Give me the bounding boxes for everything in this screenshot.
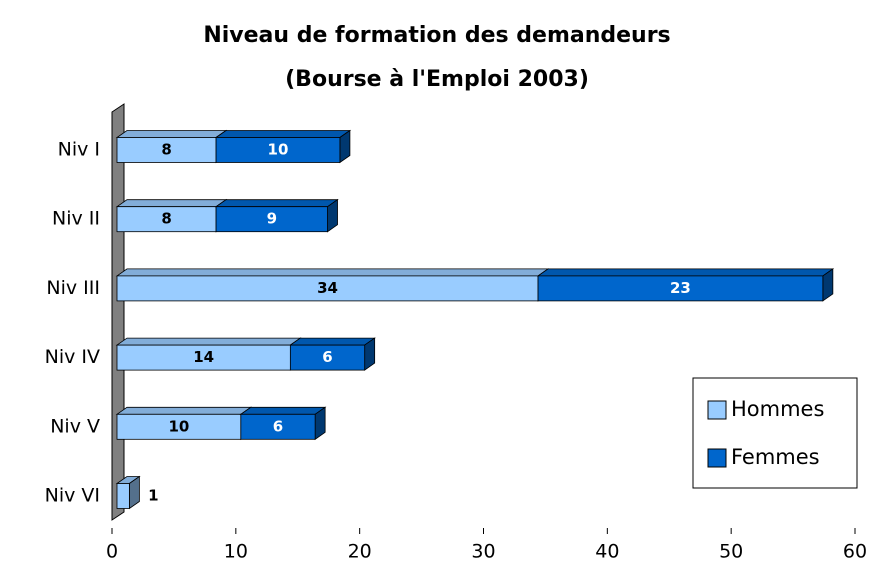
data-label: 6: [273, 417, 283, 435]
data-label: 1: [148, 487, 158, 505]
data-label: 8: [161, 210, 171, 228]
data-label: 9: [267, 210, 277, 228]
x-tick-label: 50: [719, 541, 743, 563]
bar: [537, 275, 824, 302]
bar-top: [289, 337, 376, 346]
data-label: 34: [317, 279, 338, 297]
bar-top: [214, 199, 339, 208]
bar: [215, 206, 328, 233]
bar-top: [536, 268, 835, 277]
y-tick-label: Niv III: [46, 277, 100, 299]
legend-swatch: [707, 400, 727, 420]
bar-top: [115, 268, 550, 277]
bar-top: [239, 406, 327, 415]
bar: [116, 413, 242, 440]
legend-label: Hommes: [731, 397, 824, 421]
back-wall: [111, 103, 125, 521]
x-tick-label: 30: [471, 541, 495, 563]
bar-top: [115, 406, 253, 415]
bar: [116, 206, 217, 233]
bar-top: [115, 337, 302, 346]
legend-label: Femmes: [731, 445, 820, 469]
y-tick-label: Niv I: [58, 139, 100, 161]
bar: [240, 413, 316, 440]
data-label: 8: [161, 141, 171, 159]
data-label: 23: [670, 279, 691, 297]
data-label: 10: [268, 141, 289, 159]
x-tick-label: 10: [224, 541, 248, 563]
bar: [116, 483, 130, 509]
legend-box: [692, 377, 858, 489]
data-label: 14: [193, 348, 214, 366]
chart-subtitle: (Bourse à l'Emploi 2003): [285, 67, 589, 92]
bar: [289, 344, 366, 371]
bar-top: [115, 199, 228, 208]
y-tick-label: Niv IV: [45, 346, 100, 368]
x-tick-label: 20: [348, 541, 372, 563]
x-tick-label: 40: [595, 541, 619, 563]
x-tick-label: 0: [106, 541, 118, 563]
bar-top: [115, 130, 228, 138]
y-tick-label: Niv V: [50, 415, 100, 437]
bar: [116, 275, 539, 302]
bar: [116, 344, 291, 371]
legend-swatch: [707, 448, 727, 468]
bar-top: [214, 130, 352, 138]
bar: [215, 137, 341, 163]
y-tick-label: Niv VI: [45, 485, 100, 507]
chart-title: Niveau de formation des demandeurs: [203, 23, 670, 48]
y-tick-label: Niv II: [52, 208, 100, 230]
bar: [116, 137, 217, 163]
x-tick-label: 60: [843, 541, 867, 563]
data-label: 10: [168, 417, 189, 435]
data-label: 6: [322, 348, 332, 366]
